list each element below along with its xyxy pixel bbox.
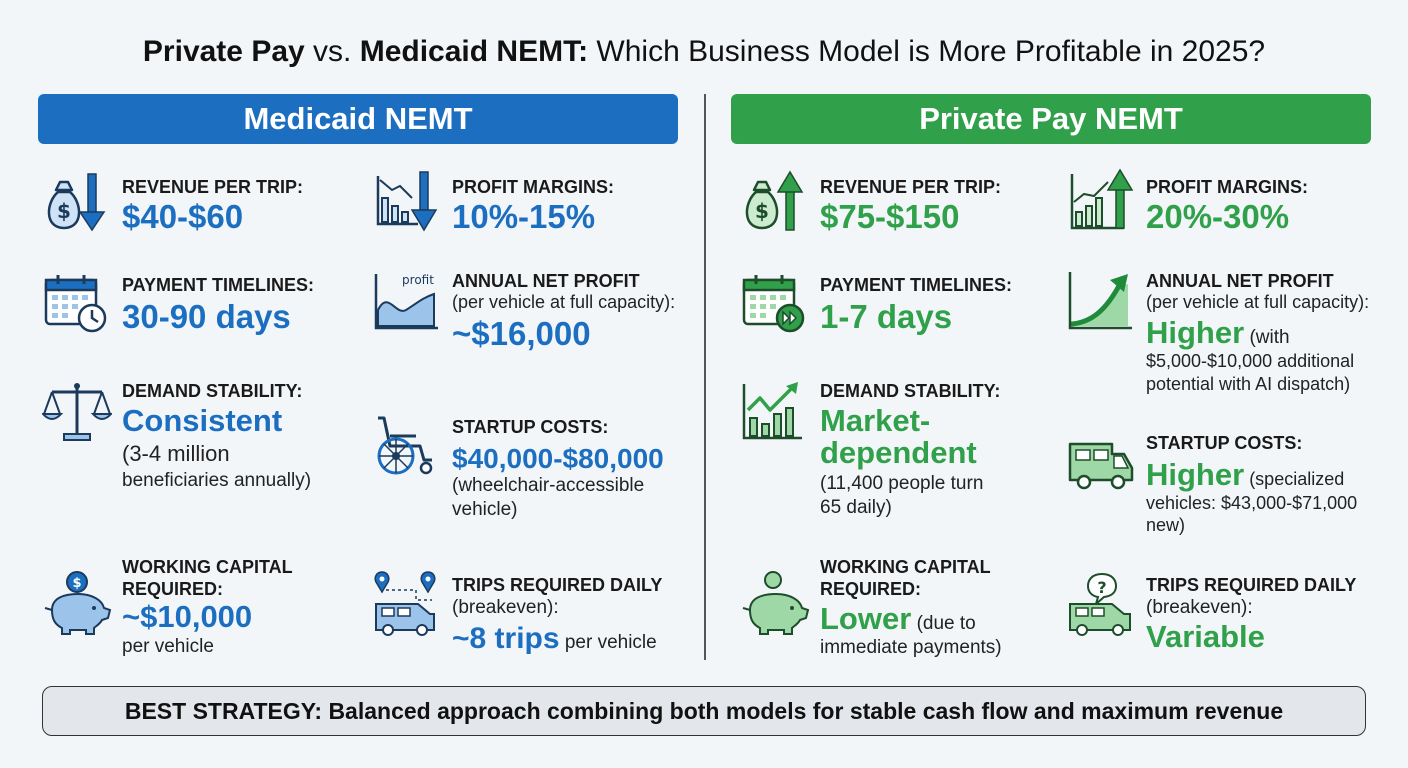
svg-text:?: ? [1097,578,1106,597]
piggy-bank-icon [740,570,810,636]
area-chart-icon-text: profit [402,273,434,287]
medicaid-demand-note1: (3-4 million [122,441,230,466]
route-van-icon [372,570,442,638]
medicaid-startup-label: STARTUP COSTS: [452,417,609,437]
area-chart-icon: profit [374,270,440,334]
medicaid-capital-label1: WORKING CAPITAL [122,557,293,577]
medicaid-capital-label2: REQUIRED: [122,579,224,599]
medicaid-demand-note2: beneficiaries annually) [122,470,312,491]
calendar-forward-icon [740,272,808,336]
private-startup-word: Higher [1146,457,1245,492]
piggy-bank-coin-icon: $ [42,570,112,636]
medicaid-startup-value: $40,000-$80,000 [452,443,664,474]
bar-chart-down-icon [374,168,442,236]
private-payment-value: 1-7 days [820,298,953,335]
private-annual-note: (per vehicle at full capacity): [1146,292,1370,312]
medicaid-trips-number: ~8 trips [452,622,560,655]
private-startup-inline: (specialized [1244,469,1345,489]
page-title: Private Pay vs. Medicaid NEMT: Which Bus… [0,30,1408,74]
wheelchair-icon [370,412,440,478]
private-startup-note3: new) [1146,515,1186,535]
private-annual-note2: $5,000-$10,000 additional [1146,351,1355,371]
private-annual-inline: (with [1244,327,1290,348]
bar-chart-up-icon [1068,166,1136,234]
bar-chart-rising-icon [740,380,806,442]
best-strategy-banner: BEST STRATEGY: Balanced approach combini… [42,686,1366,736]
private-capital-word: Lower [820,601,912,636]
private-demand-value1: Market- [820,403,931,438]
money-bag-down-icon: $ [42,168,110,236]
svg-text:$: $ [72,576,81,591]
private-startup-note2: vehicles: $43,000-$71,000 [1146,493,1358,513]
balance-scale-icon [42,378,112,444]
medicaid-revenue-value: $40-$60 [122,198,244,235]
private-demand-value2: dependent [820,435,977,470]
title-private-pay: Private Pay [142,35,305,68]
private-trips-label: TRIPS REQUIRED DAILY [1146,575,1357,595]
private-trips-value: Variable [1146,619,1265,654]
medicaid-payment-label: PAYMENT TIMELINES: [122,275,315,295]
medicaid-header: Medicaid NEMT [38,94,678,144]
private-capital-label2: REQUIRED: [820,579,922,599]
column-divider [704,94,706,660]
medicaid-payment-value: 30-90 days [122,298,291,335]
svg-text:$: $ [755,199,769,223]
calendar-clock-icon [42,272,110,336]
private-demand-note2: 65 daily) [820,497,892,518]
medicaid-trips-value: ~8 trips per vehicle [452,620,657,662]
private-capital-value: Lower (due to [820,600,976,643]
title-medicaid: Medicaid NEMT: [359,35,589,68]
ambulance-van-icon [1068,440,1134,490]
medicaid-trips-inline: per vehicle [559,632,657,653]
medicaid-annual-note: (per vehicle at full capacity): [452,292,676,312]
private-payment-label: PAYMENT TIMELINES: [820,275,1013,295]
medicaid-annual-label: ANNUAL NET PROFIT [452,271,640,291]
private-margins-label: PROFIT MARGINS: [1146,177,1308,197]
private-startup-value: Higher (specialized [1146,456,1344,498]
private-annual-word: Higher [1146,315,1245,350]
title-question: Which Business Model is More Profitable … [588,35,1266,68]
medicaid-margins-label: PROFIT MARGINS: [452,177,614,197]
private-margins-value: 20%-30% [1146,198,1290,235]
private-revenue-label: REVENUE PER TRIP: [820,177,1002,197]
private-capital-label1: WORKING CAPITAL [820,557,991,577]
private-annual-label: ANNUAL NET PROFIT [1146,271,1334,291]
private-annual-note3: potential with AI dispatch) [1146,374,1351,394]
growth-curve-icon [1068,268,1134,332]
private-trips-note: (breakeven): [1146,597,1253,618]
private-startup-label: STARTUP COSTS: [1146,433,1303,453]
medicaid-capital-note: per vehicle [122,636,214,657]
medicaid-capital-value: ~$10,000 [122,599,253,634]
private-demand-label: DEMAND STABILITY: [820,381,1001,401]
private-annual-value: Higher (with [1146,314,1290,357]
svg-text:$: $ [57,199,71,223]
private-capital-note2: immediate payments) [820,637,1002,658]
medicaid-revenue-label: REVENUE PER TRIP: [122,177,304,197]
van-question-icon: ? [1068,572,1134,638]
medicaid-trips-note: (breakeven): [452,597,559,618]
medicaid-demand-label: DEMAND STABILITY: [122,381,303,401]
medicaid-annual-value: ~$16,000 [452,315,591,352]
medicaid-startup-note2: vehicle) [452,499,518,520]
money-bag-up-icon: $ [740,168,808,236]
title-vs: vs. [304,35,360,68]
medicaid-margins-value: 10%-15% [452,198,596,235]
private-demand-note1: (11,400 people turn [820,473,984,494]
medicaid-demand-value: Consistent [122,403,283,438]
medicaid-startup-note1: (wheelchair-accessible [452,475,645,496]
medicaid-trips-label: TRIPS REQUIRED DAILY [452,575,663,595]
private-revenue-value: $75-$150 [820,198,960,235]
private-header: Private Pay NEMT [731,94,1371,144]
private-capital-inline: (due to [911,613,976,634]
